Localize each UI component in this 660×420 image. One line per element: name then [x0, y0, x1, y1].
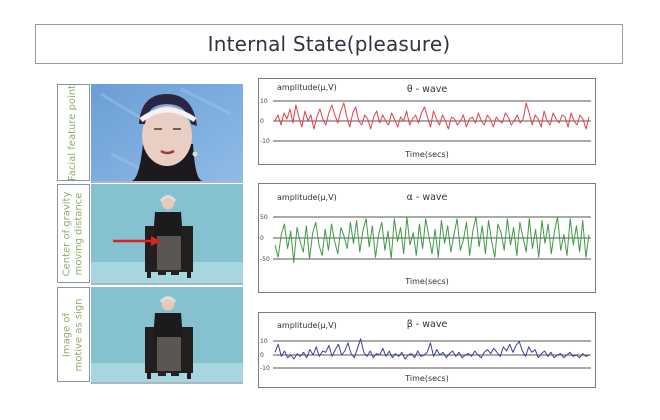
row-label-cell: Center of gravity moving distance	[57, 184, 90, 283]
slide-title: Internal State(pleasure)	[207, 32, 451, 56]
y-tick-label: 0	[260, 235, 264, 242]
row-label: Facial feature point	[67, 84, 79, 181]
y-tick-label: 0	[260, 352, 264, 359]
y-tick-label: 10	[260, 338, 268, 345]
theta-wave-plot: 10 0 -10 amplitude(μ,V) θ - wave Time(secs)	[260, 83, 591, 159]
alpha-waveform	[274, 216, 590, 263]
row-label: Center of gravity moving distance	[61, 191, 85, 276]
row-facial-feature: Facial feature point	[57, 84, 245, 183]
chart-title: α - wave	[407, 192, 448, 203]
row-label-cell: Facial feature point	[57, 84, 90, 181]
x-axis-label: Time(secs)	[404, 374, 448, 383]
seated-photo	[91, 287, 243, 384]
y-axis-label: amplitude(μ,V)	[277, 83, 337, 92]
title-box: Internal State(pleasure)	[35, 24, 623, 64]
alpha-wave-plot: 50 0 -50 amplitude(μ,V) α - wave Time(secs)	[260, 192, 591, 286]
y-tick-label: -10	[260, 365, 270, 372]
beta-waveform	[274, 338, 590, 360]
seated-photo-with-arrow	[91, 184, 243, 285]
row-motive-as-sign: Image of motive as sign	[57, 287, 245, 384]
alpha-wave-chart: 50 0 -50 amplitude(μ,V) α - wave Time(secs)	[258, 183, 596, 293]
y-tick-label: 10	[260, 98, 268, 105]
beta-wave-plot: 10 0 -10 amplitude(μ,V) β - wave Time(secs)	[260, 319, 591, 383]
y-axis-label: amplitude(μ,V)	[277, 193, 337, 202]
chart-title: θ - wave	[407, 84, 447, 95]
face-photo	[91, 84, 243, 183]
y-tick-label: -50	[260, 256, 270, 263]
row-label: Image of motive as sign	[61, 298, 85, 371]
y-tick-label: 0	[260, 118, 264, 125]
theta-waveform	[274, 102, 590, 130]
y-axis-label: amplitude(μ,V)	[277, 321, 337, 330]
y-tick-label: 50	[260, 214, 268, 221]
x-axis-label: Time(secs)	[404, 150, 448, 159]
beta-wave-chart: 10 0 -10 amplitude(μ,V) β - wave Time(secs)	[258, 312, 596, 388]
chart-title: β - wave	[407, 319, 448, 330]
x-axis-label: Time(secs)	[404, 277, 448, 286]
row-label-cell: Image of motive as sign	[57, 287, 90, 382]
y-tick-label: -10	[260, 138, 270, 145]
theta-wave-chart: 10 0 -10 amplitude(μ,V) θ - wave Time(secs)	[258, 78, 596, 165]
row-center-of-gravity: Center of gravity moving distance	[57, 184, 245, 285]
